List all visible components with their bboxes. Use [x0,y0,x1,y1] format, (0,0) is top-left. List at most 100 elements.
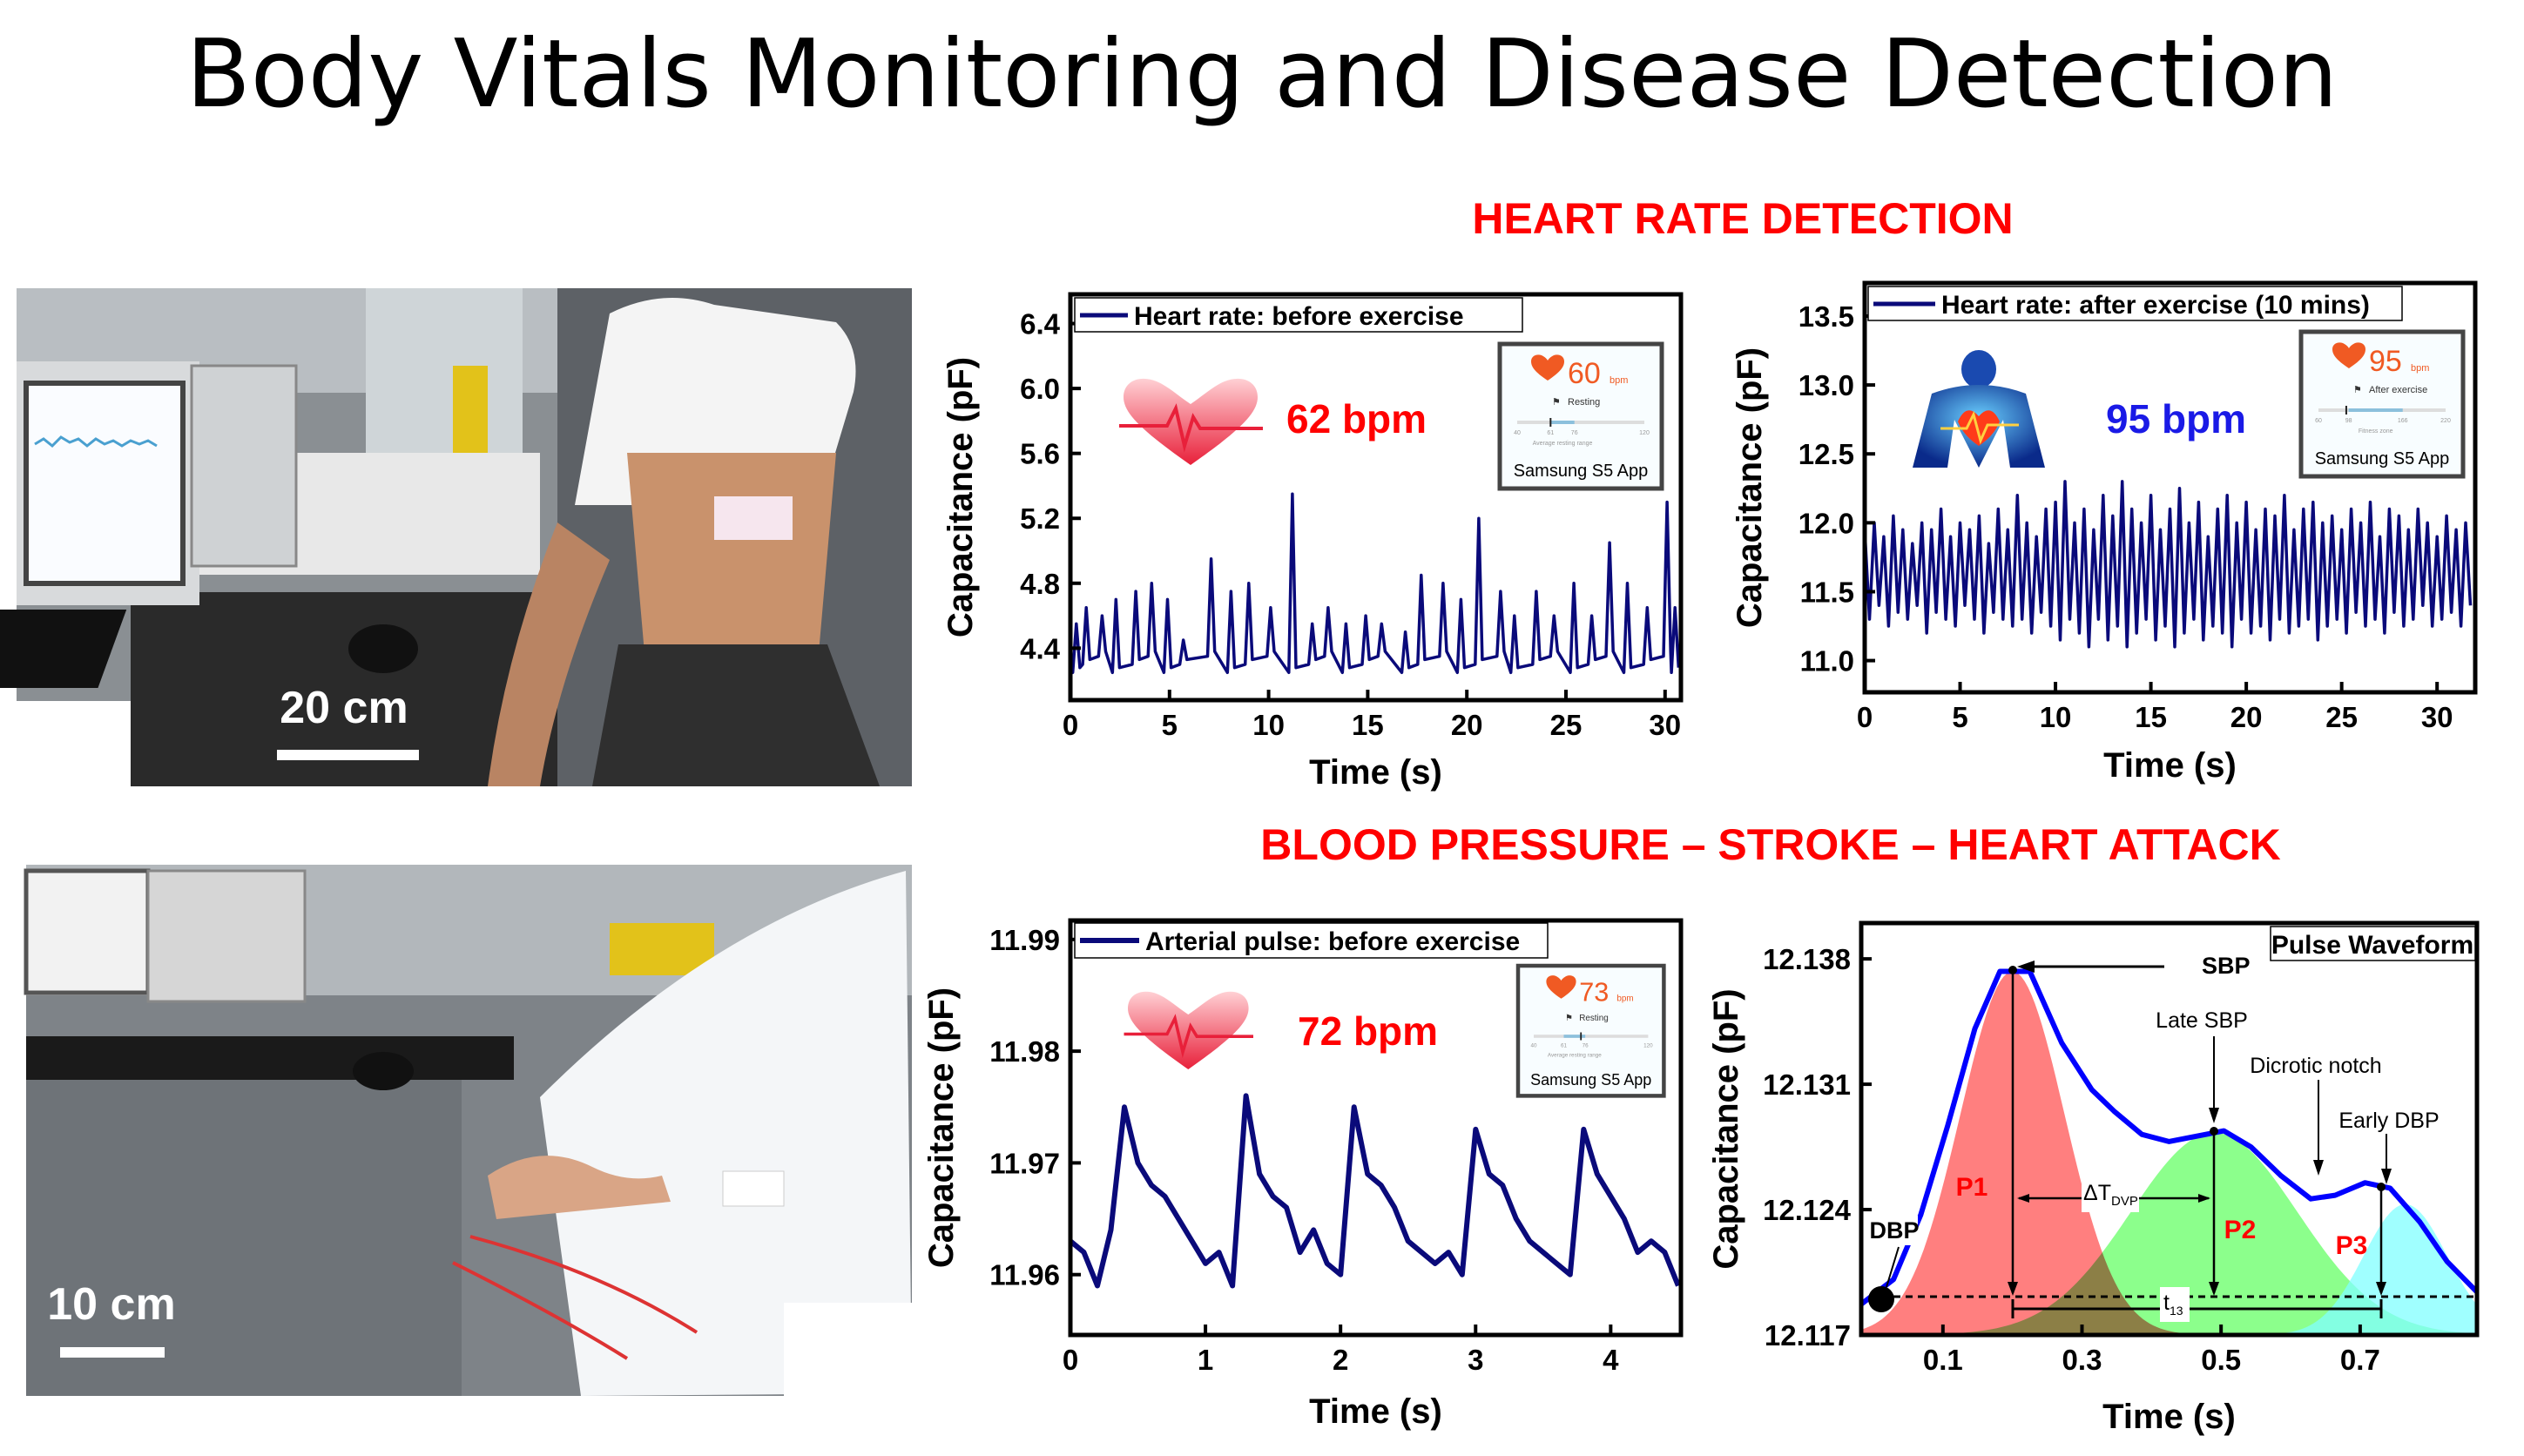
x-tick-label: 30 [1649,709,1681,741]
y-tick-label: 11.0 [1800,645,1854,677]
plot-frame [1068,292,1684,703]
chart-4-title-box: Pulse Waveform [2270,926,2476,961]
legend-label: Arterial pulse: before exercise [1145,927,1520,956]
inset-scale-label: 40 [1514,430,1521,436]
y-axis-label: Capacitance (pF) [1707,988,1745,1269]
y-tick-label: 11.96 [989,1259,1060,1291]
x-tick-label: 15 [1352,709,1384,741]
label-p3: P3 [2336,1231,2368,1260]
series-line [1865,480,2473,649]
legend-label: Heart rate: before exercise [1134,302,1464,331]
label-delta-t-dvp: ΔTDVP [2083,1181,2138,1209]
x-tick-label: 4 [1603,1344,1619,1376]
x-tick-label: 0.7 [2340,1344,2380,1376]
plot-frame [1068,918,1684,1338]
inset-scale-label: 98 [2345,418,2352,424]
inset-mode: Resting [1568,397,1600,408]
label-p2: P2 [2224,1216,2257,1244]
inset-range-track [1534,1035,1649,1038]
samsung-app-inset: 60 bpm ⚑ Resting 40 61 76 120 Average resting ra… [1497,341,1664,491]
y-tick-label: 11.97 [989,1147,1060,1179]
y-tick-label: 5.6 [1020,438,1060,470]
chart-heart-rate-before: 4.4 4.8 5.2 5.6 6.0 6.4 0 5 10 15 20 25 30 Time (s) Ca… [941,292,1684,792]
inset-app-label: Samsung S5 App [1514,462,1649,481]
series-line [1070,1093,1681,1289]
section-heart-rate: HEART RATE DETECTION [1472,194,2013,243]
inset-bpm-unit: bpm [1616,994,1633,1004]
inset-scale-label: 40 [1530,1043,1537,1049]
y-tick-label: 11.99 [989,924,1060,956]
x-tick-label: 15 [2135,701,2167,733]
inset-bpm-unit: bpm [2411,363,2429,374]
scale-label-bottom: 10 cm [47,1279,175,1330]
inset-scale-label: 220 [2440,418,2451,424]
inset-scale-label: 120 [1643,1043,1653,1049]
inset-range-fill [1550,421,1575,424]
x-axis-label: Time (s) [1309,1392,1442,1431]
human-body-heart-icon [1913,350,2045,468]
inset-scale-label: 61 [1547,430,1554,436]
inset-bpm-value: 73 [1579,978,1609,1008]
inset-caption: Average resting range [1548,1052,1602,1058]
samsung-app-inset: 73 bpm ⚑ Resting 40 61 76 120 Average resting ra… [1515,963,1666,1098]
y-axis-label: Capacitance (pF) [922,988,961,1268]
y-tick-label: 6.0 [1020,373,1060,405]
y-tick-label: 6.4 [1020,308,1061,340]
inset-scale-label: 61 [1561,1043,1568,1049]
inset-range-fill [2348,408,2403,412]
x-tick-label: 0.5 [2201,1344,2241,1376]
chart-pulse-waveform: 12.117 12.124 12.131 12.138 0.1 0.3 0.5 0.7 Time… [1707,920,2480,1436]
y-tick-label: 5.2 [1020,502,1060,535]
inset-frame [2298,329,2466,479]
inset-scale-label: 76 [1571,430,1578,436]
inset-scale-label: 76 [1583,1043,1589,1049]
sitting-person-icon: ⚑ [1565,1014,1573,1023]
inset-app-label: Samsung S5 App [2315,449,2450,468]
label-late-sbp: Late SBP [2156,1008,2248,1033]
heart-icon [1531,354,1564,381]
label-p1: P1 [1956,1173,1988,1202]
inset-bpm-unit: bpm [1610,375,1628,386]
x-axis-label: Time (s) [2102,1398,2236,1436]
x-tick-label: 25 [2325,701,2358,733]
y-tick-label: 12.138 [1763,943,1851,975]
label-t13: t13 [2163,1291,2183,1318]
inset-mode: Resting [1579,1014,1609,1023]
y-tick-label: 13.5 [1799,300,1854,333]
pulse-annotations: SBP Late SBP Dicrotic notch Early DBP DB… [1868,953,2477,1322]
x-tick-label: 30 [2421,701,2453,733]
running-person-icon: ⚑ [2353,385,2362,395]
inset-scale-label: 120 [1639,430,1650,436]
chart-title: Pulse Waveform [2271,931,2473,960]
x-tick-label: 5 [1952,701,1967,733]
legend-chart-2: Heart rate: after exercise (10 mins) [1867,286,2403,321]
legend-chart-1: Heart rate: before exercise [1074,297,1523,333]
inset-marker [2345,406,2347,415]
y-tick-label: 11.5 [1800,576,1854,608]
sitting-person-icon: ⚑ [1552,397,1561,408]
inset-caption: Fitness zone [2359,428,2393,435]
series-line [1070,492,1681,675]
label-dbp: DBP [1869,1217,1919,1244]
heart-icon [1546,975,1576,999]
y-tick-label: 12.124 [1763,1194,1852,1226]
x-tick-label: 3 [1468,1344,1483,1376]
inset-marker [1549,418,1552,427]
inset-app-label: Samsung S5 App [1530,1071,1651,1089]
heart-icon [2332,342,2365,368]
label-dicrotic-notch: Dicrotic notch [2250,1054,2381,1078]
x-tick-label: 20 [2230,701,2263,733]
dbp-point [1868,1286,1894,1312]
y-tick-label: 12.0 [1799,507,1854,539]
x-tick-label: 0 [1063,709,1078,741]
scale-label-top: 20 cm [280,683,408,733]
y-tick-label: 12.5 [1799,438,1854,470]
x-axis-label: Time (s) [1309,753,1442,792]
x-tick-label: 25 [1550,709,1583,741]
inset-bpm-value: 60 [1568,357,1601,390]
inset-frame [1515,963,1666,1098]
y-axis-label: Capacitance (pF) [1731,347,1769,628]
heart-ecg-icon [1119,378,1263,465]
inset-scale-label: 60 [2315,418,2322,424]
